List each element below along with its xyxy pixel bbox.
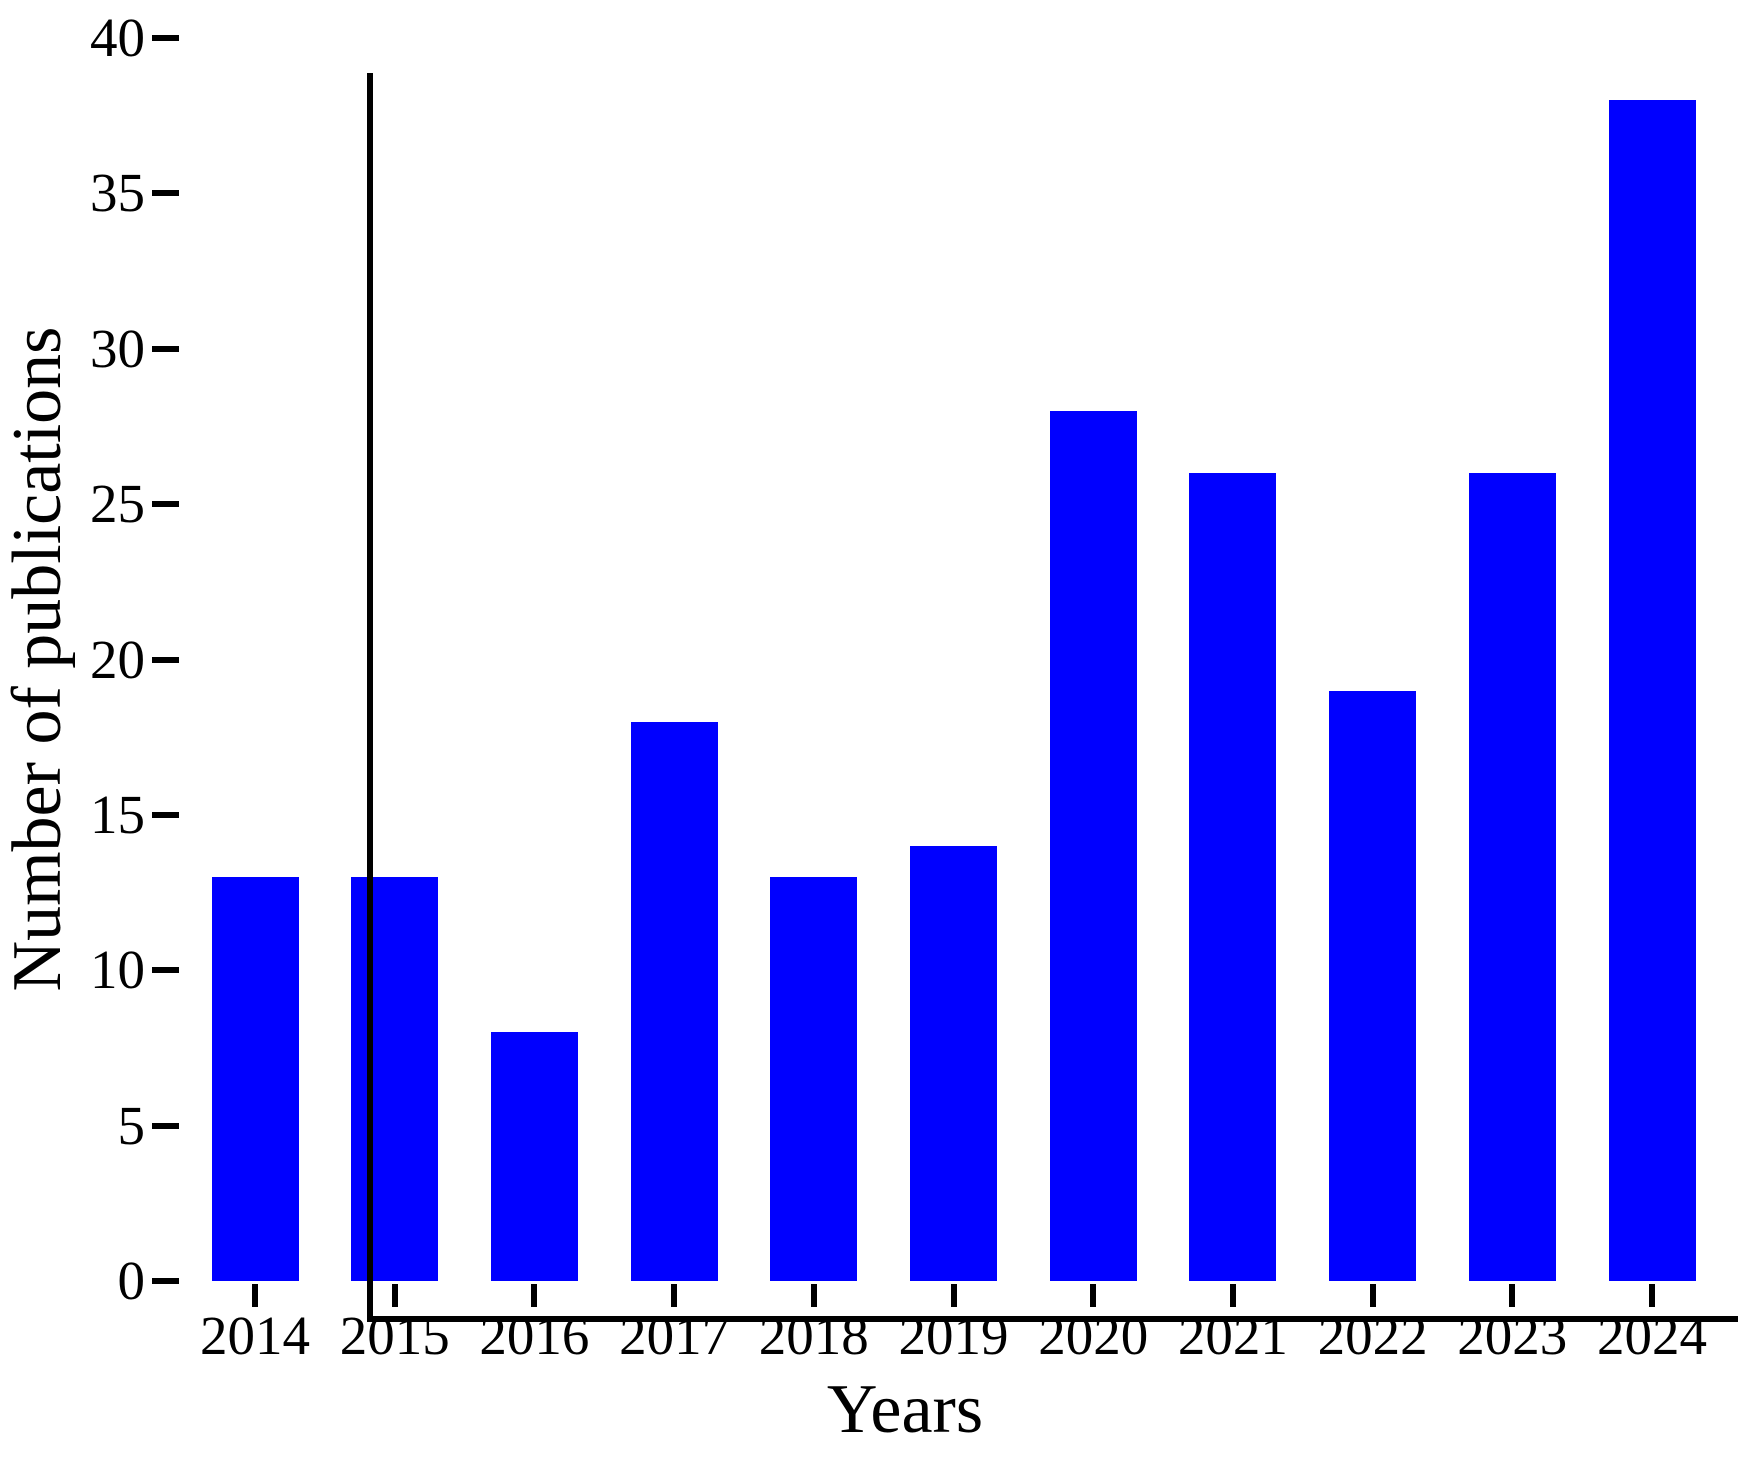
bar-2024 (1608, 100, 1696, 1281)
y-tick-label-10: 10 (90, 939, 145, 1001)
x-tick-2022 (1369, 1284, 1376, 1307)
x-tick-2021 (1229, 1284, 1236, 1307)
x-tick-2020 (1090, 1284, 1097, 1307)
x-tick-2019 (950, 1284, 957, 1307)
bar-2017 (630, 722, 718, 1281)
bar-2018 (770, 877, 858, 1281)
y-tick-0 (152, 1278, 179, 1284)
x-tick-2024 (1649, 1284, 1655, 1307)
bar-2023 (1468, 473, 1556, 1281)
y-tick-35 (152, 190, 179, 197)
x-tick-label-2024: 2024 (1597, 1305, 1707, 1366)
x-tick-label-2023: 2023 (1457, 1305, 1568, 1366)
y-tick-30 (152, 345, 179, 352)
x-tick-label-2021: 2021 (1177, 1305, 1288, 1366)
x-tick-2016 (531, 1284, 538, 1307)
x-tick-2023 (1509, 1284, 1516, 1307)
y-tick-label-20: 20 (90, 628, 145, 690)
y-tick-20 (152, 656, 179, 663)
y-tick-label-25: 25 (90, 473, 145, 535)
x-tick-label-2022: 2022 (1317, 1305, 1428, 1366)
x-tick-label-2019: 2019 (898, 1305, 1009, 1366)
x-tick-label-2017: 2017 (619, 1305, 730, 1366)
x-tick-2014 (252, 1284, 258, 1307)
y-tick-40 (152, 35, 179, 41)
y-tick-15 (152, 811, 179, 818)
x-tick-label-2020: 2020 (1038, 1305, 1149, 1366)
y-tick-label-40: 40 (90, 7, 145, 68)
bar-2019 (910, 846, 997, 1281)
bar-2022 (1329, 691, 1417, 1281)
y-axis-spine (367, 73, 373, 1322)
x-axis-spine (367, 1316, 1738, 1322)
x-axis-title: Years (826, 1371, 984, 1448)
y-tick-label-0: 0 (117, 1250, 146, 1311)
y-tick-label-30: 30 (90, 317, 145, 379)
y-tick-10 (152, 967, 179, 974)
x-tick-2018 (810, 1284, 817, 1307)
bar-2015 (351, 877, 439, 1281)
x-tick-2017 (671, 1284, 678, 1307)
y-tick-label-15: 15 (90, 783, 145, 845)
y-tick-label-5: 5 (117, 1094, 146, 1156)
plot-area: 0 5 10 15 20 25 30 35 40 2014 2015 2016 2017 2018 201… (90, 8, 1738, 1366)
x-tick-label-2014: 2014 (200, 1305, 310, 1366)
bar-2014 (211, 877, 299, 1281)
x-tick-label-2016: 2016 (479, 1305, 590, 1366)
y-tick-label-35: 35 (90, 162, 145, 224)
x-tick-label-2018: 2018 (758, 1305, 869, 1366)
bar-2016 (490, 1032, 578, 1281)
bar-2020 (1049, 411, 1137, 1281)
bar-2021 (1189, 473, 1277, 1281)
x-tick-label-2015: 2015 (339, 1305, 450, 1366)
x-tick-2015 (391, 1284, 398, 1307)
y-tick-25 (152, 501, 179, 508)
y-tick-5 (152, 1122, 179, 1129)
